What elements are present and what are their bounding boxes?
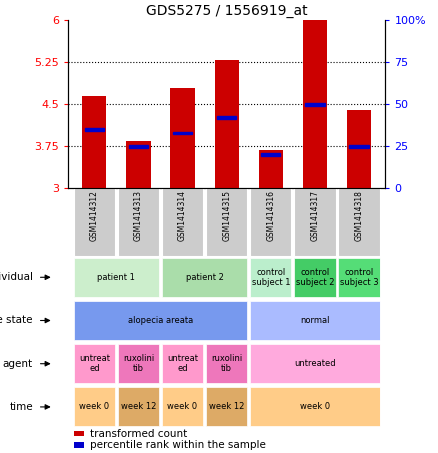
Bar <box>162 258 247 297</box>
Bar <box>338 188 380 255</box>
Bar <box>250 258 292 297</box>
Bar <box>74 301 247 340</box>
Text: individual: individual <box>0 272 33 282</box>
Text: week 0: week 0 <box>167 402 198 411</box>
Bar <box>118 344 159 383</box>
Text: alopecia areata: alopecia areata <box>128 316 193 325</box>
Text: ruxolini
tib: ruxolini tib <box>123 354 154 373</box>
Bar <box>349 145 369 148</box>
Text: GSM1414316: GSM1414316 <box>266 190 275 241</box>
Text: control
subject 3: control subject 3 <box>339 268 378 287</box>
Bar <box>173 131 192 135</box>
Text: agent: agent <box>3 359 33 369</box>
Bar <box>338 258 380 297</box>
Text: untreat
ed: untreat ed <box>167 354 198 373</box>
Bar <box>74 443 84 448</box>
Text: untreat
ed: untreat ed <box>79 354 110 373</box>
Bar <box>215 60 239 188</box>
Text: ruxolini
tib: ruxolini tib <box>211 354 242 373</box>
Bar <box>126 141 151 188</box>
Text: week 0: week 0 <box>79 402 110 411</box>
Bar <box>85 128 104 131</box>
Text: percentile rank within the sample: percentile rank within the sample <box>90 440 266 450</box>
Text: control
subject 1: control subject 1 <box>251 268 290 287</box>
Text: week 12: week 12 <box>121 402 156 411</box>
Bar <box>217 116 237 119</box>
Bar <box>74 344 115 383</box>
Text: patient 2: patient 2 <box>186 273 223 282</box>
Text: time: time <box>9 402 33 412</box>
Bar <box>261 154 280 156</box>
Bar <box>250 387 380 426</box>
Text: normal: normal <box>300 316 330 325</box>
Bar <box>250 344 380 383</box>
Text: GSM1414314: GSM1414314 <box>178 190 187 241</box>
Bar <box>82 96 106 188</box>
Bar <box>129 145 148 148</box>
Bar <box>250 188 292 255</box>
Text: GSM1414317: GSM1414317 <box>311 190 319 241</box>
Bar <box>250 301 380 340</box>
Text: week 0: week 0 <box>300 402 330 411</box>
Text: disease state: disease state <box>0 315 33 326</box>
Bar <box>303 20 327 188</box>
Text: GSM1414318: GSM1414318 <box>354 190 364 241</box>
Bar <box>74 387 115 426</box>
Bar <box>162 387 203 426</box>
Bar <box>162 188 203 255</box>
Bar <box>162 344 203 383</box>
Bar <box>206 344 247 383</box>
Bar <box>118 387 159 426</box>
Text: GSM1414313: GSM1414313 <box>134 190 143 241</box>
Text: untreated: untreated <box>294 359 336 368</box>
Text: control
subject 2: control subject 2 <box>296 268 334 287</box>
Bar <box>305 103 325 106</box>
Bar <box>294 258 336 297</box>
Text: GSM1414315: GSM1414315 <box>222 190 231 241</box>
Bar <box>74 431 84 436</box>
Bar <box>118 188 159 255</box>
Bar <box>170 87 194 188</box>
Title: GDS5275 / 1556919_at: GDS5275 / 1556919_at <box>146 4 307 18</box>
Bar <box>294 188 336 255</box>
Bar <box>206 188 247 255</box>
Bar <box>206 387 247 426</box>
Bar <box>74 188 115 255</box>
Text: week 12: week 12 <box>209 402 244 411</box>
Text: GSM1414312: GSM1414312 <box>90 190 99 241</box>
Text: transformed count: transformed count <box>90 429 187 439</box>
Bar <box>347 110 371 188</box>
Text: patient 1: patient 1 <box>98 273 135 282</box>
Bar <box>74 258 159 297</box>
Bar <box>259 150 283 188</box>
